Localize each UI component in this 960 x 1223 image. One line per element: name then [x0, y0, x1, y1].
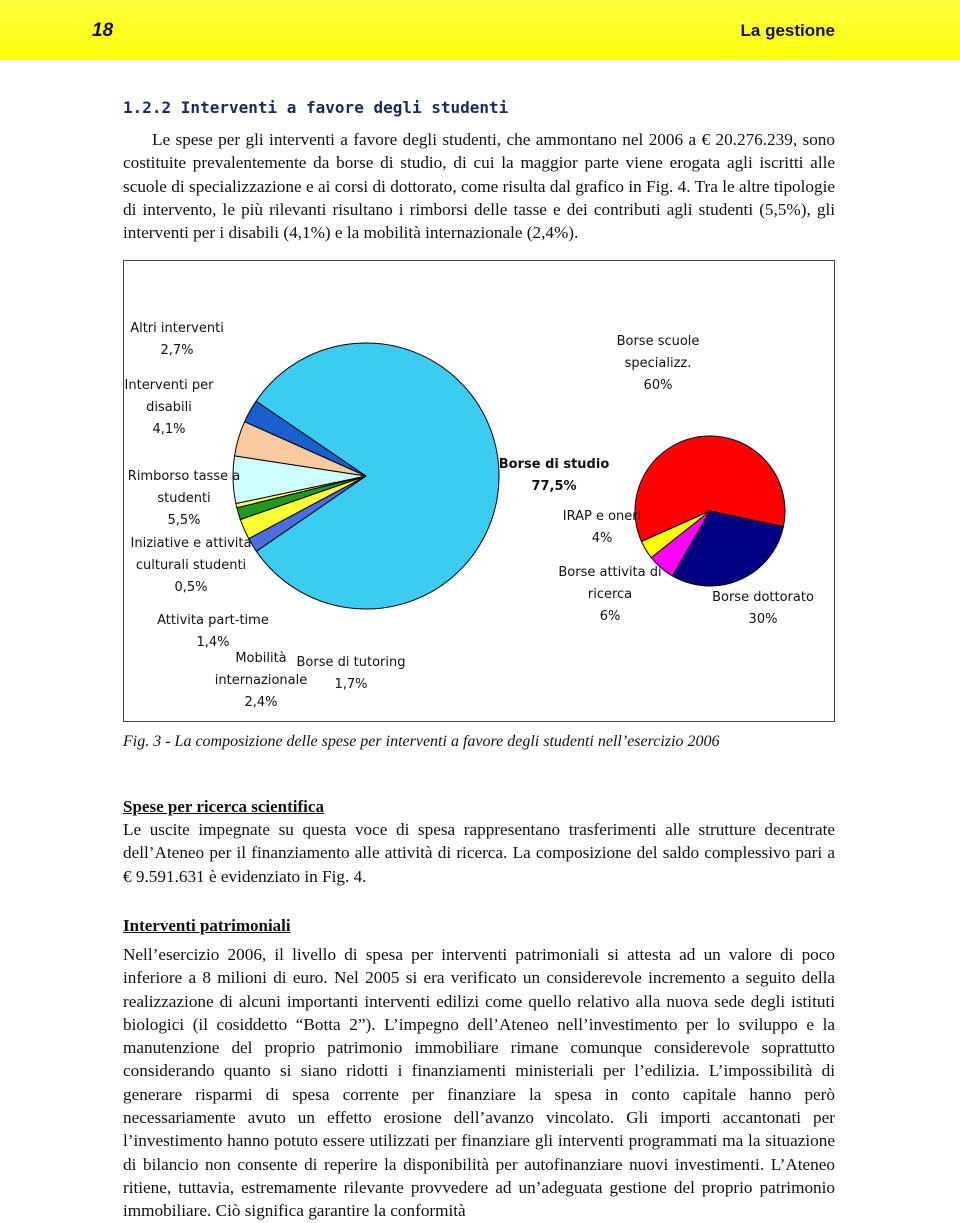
- section-title: Spese per ricerca scientifica: [123, 797, 324, 816]
- pie-slice: [671, 510, 784, 587]
- caption: Fig. 3 - La composizione delle spese per…: [123, 733, 720, 750]
- category-label: Borse attivita di ricerca: [558, 565, 662, 602]
- category-label: Iniziative e attivita culturali studenti: [130, 536, 252, 573]
- section-title: Interventi patrimoniali: [123, 916, 291, 935]
- slice-label: Altri interventi 2,7%: [120, 318, 235, 362]
- value-label: 4%: [591, 531, 613, 546]
- value-label: 2,7%: [160, 343, 194, 358]
- value-label: 2,4%: [244, 695, 278, 710]
- slice-label: Mobilità internazionale 2,4%: [211, 648, 311, 714]
- slice-label: IRAP e oneri 4%: [547, 506, 657, 550]
- slice-label: Borse attivita di ricerca 6%: [553, 562, 668, 628]
- value-label: 4,1%: [152, 422, 186, 437]
- category-label: Interventi per disabili: [124, 378, 214, 415]
- paragraph: Nell’esercizio 2006, il livello di spesa…: [123, 945, 835, 1221]
- slice-label: Rimborso tasse a studenti 5,5%: [122, 466, 247, 532]
- value-label: 60%: [643, 378, 673, 393]
- category-label: Altri interventi: [130, 321, 224, 336]
- slice-label: Interventi per disabili 4,1%: [117, 375, 222, 441]
- value-label: 1,4%: [196, 635, 230, 650]
- chart-canvas: [232, 342, 786, 610]
- value-label: 6%: [599, 609, 621, 624]
- slice-label: Attivita part-time 1,4%: [148, 610, 278, 654]
- pie-slice: [640, 510, 711, 559]
- slice-label: Borse scuole specializz. 60%: [608, 331, 708, 397]
- slice-label: Borse dottorato 30%: [703, 587, 823, 631]
- pie-slice: [255, 342, 500, 610]
- value-label: 30%: [748, 612, 778, 627]
- page-number: 18: [92, 20, 114, 41]
- paragraph: Le spese per gli interventi a favore deg…: [123, 130, 835, 243]
- slice-label: Borse di tutoring 1,7%: [289, 652, 414, 696]
- chart: Borse di tutoring 1,7% Mobilità internazio…: [123, 260, 835, 722]
- value-label: 77,5%: [531, 479, 577, 494]
- category-label: Attivita part-time: [157, 613, 269, 628]
- slice-label: Iniziative e attivita culturali studenti…: [116, 533, 266, 599]
- value-label: 1,7%: [334, 677, 368, 692]
- category-label: Borse scuole specializz.: [616, 334, 700, 371]
- category-label: Borse di studio: [498, 457, 610, 472]
- category-label: Rimborso tasse a studenti: [127, 469, 241, 506]
- category-label: Borse dottorato: [712, 590, 814, 605]
- category-label: Borse di tutoring: [296, 655, 406, 670]
- header-bar: [0, 0, 960, 60]
- category-label: Mobilità internazionale: [214, 651, 308, 688]
- header-title: La gestione: [740, 21, 835, 40]
- value-label: 0,5%: [174, 580, 208, 595]
- paragraph: Le uscite impegnate su questa voce di sp…: [123, 820, 835, 886]
- category-label: IRAP e oneri: [562, 509, 642, 524]
- pie-slice: [634, 435, 786, 543]
- slice-label: Borse di studio 77,5%: [494, 454, 614, 498]
- section-title: 1.2.2 Interventi a favore degli studenti: [123, 98, 509, 117]
- value-label: 5,5%: [167, 513, 201, 528]
